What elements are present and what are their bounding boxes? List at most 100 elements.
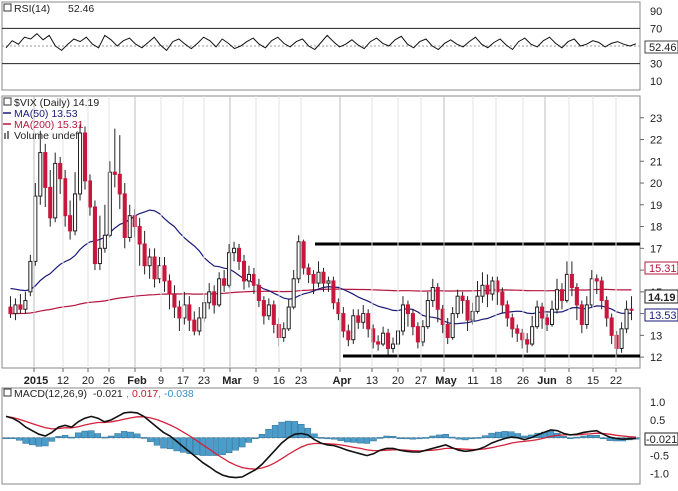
candle-up <box>430 286 435 302</box>
ma50-line <box>10 209 632 325</box>
candle-down <box>569 273 574 288</box>
candle-down <box>236 247 242 262</box>
macd-histogram-bar <box>462 437 469 441</box>
candle-up <box>286 306 291 330</box>
macd-histogram-bar <box>317 437 325 439</box>
macd-histogram-bar <box>586 435 594 439</box>
candle-down <box>172 293 177 308</box>
candle-down <box>366 313 371 330</box>
candle-down <box>445 323 450 339</box>
date-tick-label: 26 <box>517 375 529 387</box>
candle-up <box>107 171 112 236</box>
candle-down <box>341 313 346 332</box>
candle-down <box>256 284 261 302</box>
macd-histogram-bar <box>55 436 62 439</box>
candle-down <box>435 286 440 310</box>
candle-down <box>410 313 415 328</box>
macd-legend-sep2: , <box>158 388 161 400</box>
price-tick-label: 18 <box>650 222 662 234</box>
macd-legend-signal-value: 0.017 <box>132 388 158 400</box>
macd-histogram-bar <box>291 421 298 439</box>
candle-up <box>77 132 83 195</box>
rsi-tick-label: 10 <box>650 76 662 88</box>
macd-line <box>5 411 637 479</box>
macd-histogram-bar <box>258 433 266 439</box>
macd-histogram-bar <box>160 437 167 449</box>
macd-tick-label: 1.0 <box>650 397 665 409</box>
candle-up <box>197 317 202 332</box>
date-tick-label: Jun <box>537 375 557 387</box>
price-tick-label: 17 <box>650 243 662 255</box>
macd-histogram-bar <box>140 437 148 439</box>
candle-up <box>13 304 18 315</box>
price-tick-label: 13 <box>650 330 662 342</box>
macd-histogram-bar <box>468 437 476 440</box>
date-tick-label: 2015 <box>24 375 48 387</box>
volume-legend-swatch <box>4 133 6 139</box>
macd-histogram-bar <box>134 433 141 439</box>
candle-down <box>574 286 579 306</box>
candle-down <box>376 341 381 345</box>
candle-up <box>38 152 43 197</box>
candle-down <box>137 226 142 245</box>
date-tick-label: 23 <box>198 375 210 387</box>
price-tick-label: 19 <box>650 200 662 212</box>
candle-down <box>540 306 545 319</box>
date-tick-label: 9 <box>158 375 164 387</box>
candle-down <box>609 317 614 336</box>
rsi-legend-value: 52.46 <box>68 3 94 15</box>
macd-histogram-bar <box>304 427 312 439</box>
candle-down <box>117 173 122 195</box>
candle-down <box>241 260 247 282</box>
date-tick-label: 20 <box>392 375 404 387</box>
candle-up <box>102 234 107 249</box>
macd-histogram-bar <box>232 437 239 451</box>
macd-histogram-bar <box>383 435 390 439</box>
candle-down <box>415 326 420 343</box>
macd-histogram-bar <box>599 437 607 440</box>
date-tick-label: 20 <box>82 375 94 387</box>
date-tick-label: 16 <box>273 375 285 387</box>
candle-up <box>246 273 252 282</box>
macd-histogram-bar <box>547 431 554 439</box>
candle-down <box>386 332 391 349</box>
candle-down <box>321 271 326 284</box>
macd-histogram-bar <box>81 430 88 439</box>
candle-down <box>261 300 266 317</box>
macd-legend-label: MACD(12,26,9) <box>14 388 87 400</box>
candle-down <box>251 273 256 286</box>
candle-down <box>48 186 53 219</box>
date-tick-label: 15 <box>587 375 599 387</box>
candle-up <box>554 289 560 310</box>
macd-tick-label: 0.5 <box>650 415 665 427</box>
macd-histogram-bar <box>521 435 528 439</box>
rsi-legend-label: RSI(14) <box>14 3 50 15</box>
macd-histogram-bar <box>449 436 456 439</box>
candle-up <box>217 278 222 306</box>
candle-up <box>291 278 296 308</box>
candle-down <box>579 304 584 325</box>
date-tick-label: 22 <box>610 375 622 387</box>
candle-up <box>73 193 78 232</box>
candle-down <box>92 206 97 265</box>
candle-down <box>346 330 351 341</box>
candle-up <box>480 284 485 297</box>
candle-up <box>53 162 58 219</box>
macd-histogram-bar <box>488 432 495 439</box>
rsi-tick-label: 30 <box>650 59 662 71</box>
macd-legend-swatch <box>3 388 12 397</box>
candle-down <box>167 280 172 295</box>
macd-histogram-bar <box>344 437 351 443</box>
candle-down <box>18 304 23 310</box>
candle-down <box>43 152 48 188</box>
candle-down <box>311 273 316 284</box>
ma200-value-tag-text: 15.31 <box>649 263 677 275</box>
ma200-value-tag <box>644 261 678 275</box>
date-tick-label: Mar <box>222 375 242 387</box>
candle-up <box>296 241 301 280</box>
date-tick-label: 23 <box>295 375 307 387</box>
candle-up <box>232 247 237 254</box>
macd-histogram-bar <box>127 431 134 439</box>
candle-up <box>530 326 535 345</box>
